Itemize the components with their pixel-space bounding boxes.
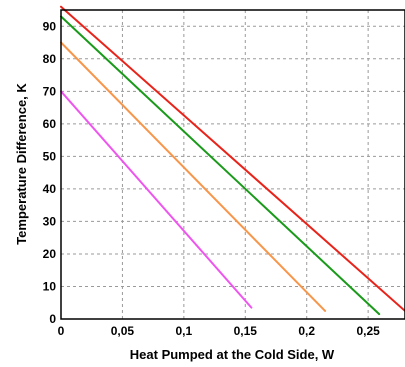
y-tick-label: 80 — [43, 52, 57, 66]
plot-frame — [60, 9, 405, 320]
x-tick-label: 0,1 — [176, 324, 193, 338]
grid — [61, 10, 405, 319]
x-axis-label: Heat Pumped at the Cold Side, W — [130, 347, 335, 362]
x-tick-label: 0,05 — [111, 324, 135, 338]
y-tick-label: 30 — [43, 214, 57, 228]
y-tick-label: 0 — [49, 312, 56, 326]
y-tick-label: 40 — [43, 182, 57, 196]
series-line-2 — [60, 15, 381, 316]
x-tick-label: 0 — [58, 324, 65, 338]
y-tick-label: 70 — [43, 84, 57, 98]
y-tick-label: 20 — [43, 247, 57, 261]
x-tick-label: 0,2 — [298, 324, 315, 338]
series-line-4 — [60, 90, 253, 309]
x-tick-label: 0,25 — [356, 324, 380, 338]
y-tick-label: 90 — [43, 19, 57, 33]
y-tick-label: 10 — [43, 279, 57, 293]
y-tick-label: 60 — [43, 117, 57, 131]
series-line-3 — [60, 41, 327, 312]
y-tick-label: 50 — [43, 149, 57, 163]
y-tick-labels: 0 10 20 30 40 50 60 70 80 90 — [43, 19, 57, 326]
series-line-1 — [60, 5, 405, 312]
y-axis-label: Temperature Difference, K — [14, 83, 29, 245]
x-tick-label: 0,15 — [234, 324, 258, 338]
x-tick-labels: 0 0,05 0,1 0,15 0,2 0,25 — [58, 324, 380, 338]
series-group — [60, 5, 405, 316]
